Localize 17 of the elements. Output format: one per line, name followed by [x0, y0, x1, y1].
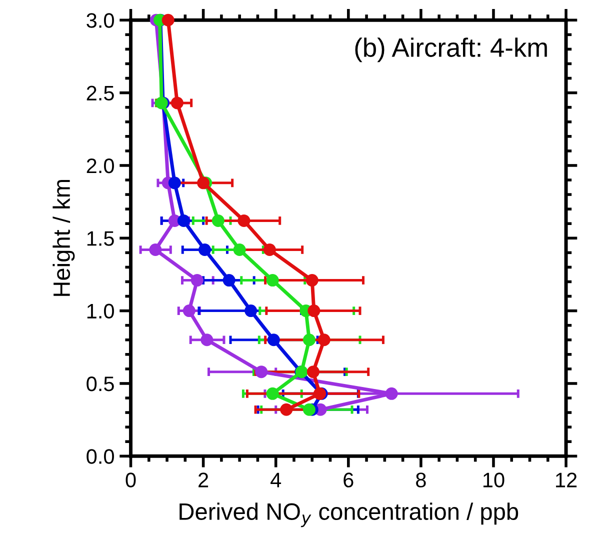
y-tick-label: 2.5: [86, 86, 114, 101]
x-tick-label: 6: [344, 472, 354, 488]
y-tick-label: 0.0: [86, 449, 114, 464]
annotation: (b) Aircraft: 4-km: [355, 38, 547, 62]
y-tick-label: 2.0: [86, 158, 114, 174]
y-tick-label: 1.5: [87, 231, 114, 246]
x-tick-label: 0: [126, 472, 136, 488]
x-tick-label: 2: [198, 472, 208, 488]
y-tick-label: 0.5: [86, 376, 114, 392]
x-axis-title: Derived NO$_{y}$ concentration / ppb: [180, 502, 518, 528]
x-tick-label: 10: [483, 472, 504, 488]
x-tick-label: 8: [416, 472, 426, 488]
y-tick-label: 1.0: [87, 304, 114, 319]
y-axis-title: Height / km: [52, 180, 75, 296]
x-tick-label: 4: [270, 472, 282, 488]
y-tick-label: 3.0: [86, 13, 114, 28]
x-tick-label: 12: [556, 472, 577, 488]
